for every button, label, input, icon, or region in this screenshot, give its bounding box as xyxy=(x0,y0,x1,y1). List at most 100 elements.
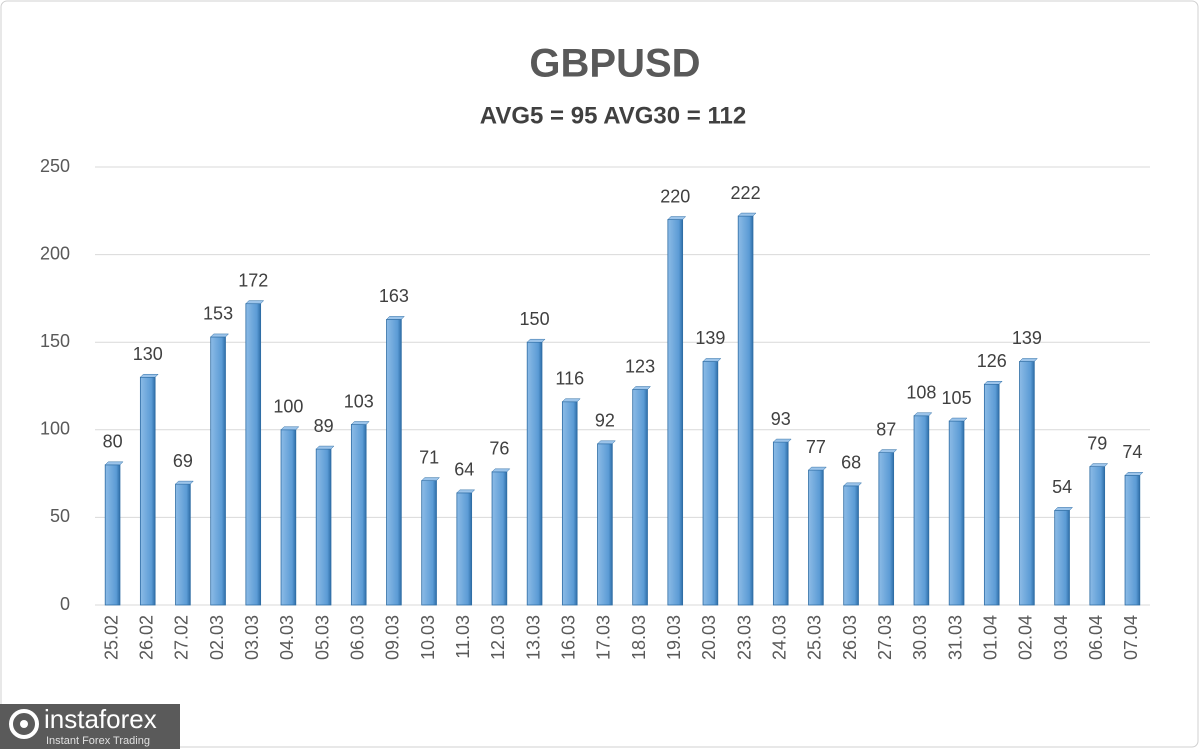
x-tick-label: 20.03 xyxy=(699,615,719,660)
value-label: 100 xyxy=(273,397,303,417)
x-tick-label: 09.03 xyxy=(383,615,403,660)
x-tick-label: 26.03 xyxy=(840,615,860,660)
bar-top xyxy=(702,358,722,362)
value-label: 79 xyxy=(1087,433,1107,453)
bar-top xyxy=(737,212,757,217)
y-tick-label: 250 xyxy=(40,156,70,176)
value-label: 172 xyxy=(238,270,268,290)
bar xyxy=(386,319,402,606)
value-label: 222 xyxy=(731,183,761,203)
value-label: 76 xyxy=(489,439,509,459)
x-tick-label: 13.03 xyxy=(523,615,543,660)
x-tick-label: 23.03 xyxy=(734,615,754,660)
x-tick-label: 27.02 xyxy=(172,615,192,660)
bar-top xyxy=(1054,507,1074,511)
value-label: 150 xyxy=(520,309,550,329)
x-tick-label: 06.03 xyxy=(348,615,368,660)
value-label: 93 xyxy=(771,409,791,429)
bar xyxy=(632,389,648,606)
bar xyxy=(175,483,191,606)
bar xyxy=(491,471,508,606)
x-tick-label: 03.03 xyxy=(242,615,262,660)
bar-top xyxy=(1018,358,1038,362)
bar-top xyxy=(772,438,792,443)
bar xyxy=(139,376,156,606)
bar xyxy=(772,441,789,606)
value-label: 69 xyxy=(173,451,193,471)
bar-top xyxy=(104,461,124,466)
value-label: 139 xyxy=(1012,328,1042,348)
y-tick-label: 0 xyxy=(60,594,70,614)
bar xyxy=(1124,474,1141,606)
bar-top xyxy=(561,398,581,403)
bar-top xyxy=(632,386,652,390)
x-tick-label: 18.03 xyxy=(629,615,649,660)
value-label: 126 xyxy=(977,351,1007,371)
bar-top xyxy=(948,417,968,422)
bar-top xyxy=(1124,472,1144,476)
bar xyxy=(878,452,895,606)
y-tick-label: 150 xyxy=(40,331,70,351)
bar xyxy=(315,448,332,606)
value-label: 163 xyxy=(379,286,409,306)
bar xyxy=(667,219,684,606)
bar-top xyxy=(596,440,616,445)
x-tick-label: 05.03 xyxy=(312,615,332,660)
bar xyxy=(702,361,719,606)
value-label: 92 xyxy=(595,411,615,431)
bar-top xyxy=(315,445,335,450)
x-tick-label: 03.04 xyxy=(1051,615,1071,660)
x-tick-label: 19.03 xyxy=(664,615,684,660)
x-tick-label: 31.03 xyxy=(945,615,965,660)
bar xyxy=(350,424,367,606)
logo: instaforex Instant Forex Trading xyxy=(0,704,180,749)
y-tick-label: 200 xyxy=(40,243,70,263)
value-label: 80 xyxy=(103,432,123,452)
x-tick-label: 30.03 xyxy=(910,615,930,660)
bar xyxy=(1089,466,1106,606)
x-tick-label: 10.03 xyxy=(418,615,438,660)
logo-icon-center xyxy=(20,720,28,728)
bar xyxy=(737,215,754,606)
bar xyxy=(983,383,1000,606)
bar-top xyxy=(245,300,265,304)
bar xyxy=(245,303,262,606)
bar-top xyxy=(983,380,1003,385)
bar-top xyxy=(843,482,863,487)
bar xyxy=(1019,361,1035,606)
value-label: 153 xyxy=(203,304,233,324)
bar xyxy=(421,480,437,606)
chart-title: GBPUSD xyxy=(529,42,700,86)
value-label: 103 xyxy=(344,391,374,411)
value-label: 123 xyxy=(625,356,655,376)
x-tick-label: 07.04 xyxy=(1121,615,1141,660)
bar xyxy=(456,492,473,606)
x-tick-label: 01.04 xyxy=(981,615,1001,660)
bar-top xyxy=(350,421,370,425)
bar-top xyxy=(139,373,159,378)
bar xyxy=(913,415,930,606)
value-label: 87 xyxy=(876,419,896,439)
bar-top xyxy=(807,466,827,471)
bar xyxy=(843,485,859,606)
bar-top xyxy=(1089,463,1109,467)
x-tick-label: 25.02 xyxy=(101,615,121,660)
value-label: 74 xyxy=(1122,442,1142,462)
value-label: 220 xyxy=(660,186,690,206)
bar xyxy=(526,341,543,606)
value-label: 68 xyxy=(841,453,861,473)
value-label: 130 xyxy=(133,344,163,364)
chart-subtitle: AVG5 = 95 AVG30 = 112 xyxy=(480,102,746,129)
value-label: 139 xyxy=(695,328,725,348)
bar-top xyxy=(456,489,476,494)
x-tick-label: 17.03 xyxy=(594,615,614,660)
bar-top xyxy=(878,449,898,453)
logo-icon xyxy=(9,709,39,739)
bar-top xyxy=(210,333,230,338)
x-tick-label: 02.04 xyxy=(1016,615,1036,660)
bar xyxy=(280,429,297,606)
bar xyxy=(210,336,226,606)
value-label: 116 xyxy=(555,369,584,389)
